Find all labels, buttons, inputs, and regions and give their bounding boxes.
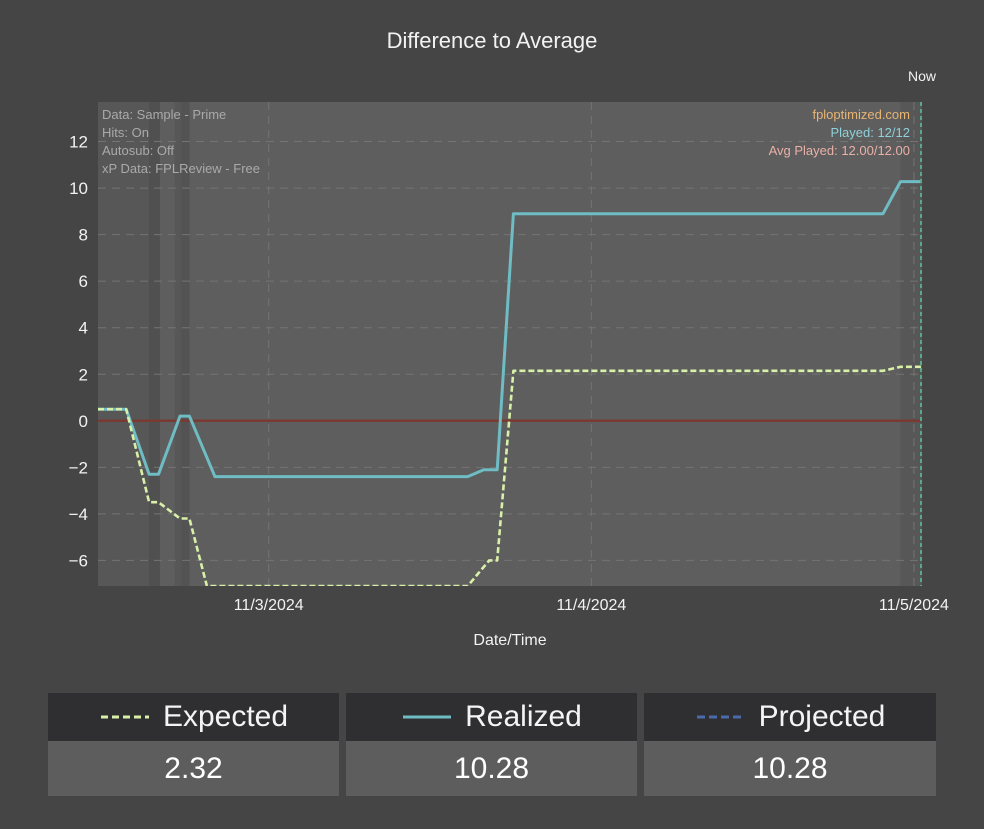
y-tick-label: 12 <box>69 133 88 152</box>
series-lines <box>98 180 922 586</box>
chart-title: Difference to Average <box>386 28 598 53</box>
series-line-expected <box>98 365 922 586</box>
plot-background <box>98 102 922 586</box>
legend-projected-value: 10.28 <box>644 741 936 796</box>
legend-realized-value: 10.28 <box>346 741 637 796</box>
chart-plot: −6 −4 −2 0 2 4 6 8 10 12 11/3/2024 11/4/2024 11/5/2… <box>69 102 949 649</box>
shaded-band <box>900 102 922 586</box>
y-tick-label: 2 <box>79 365 88 384</box>
legend-projected-head: Projected <box>644 693 936 741</box>
x-tick-label: 11/3/2024 <box>234 597 304 614</box>
y-tick-label: 10 <box>69 179 88 198</box>
shaded-band <box>181 102 190 586</box>
legend-realized: Realized 10.28 <box>346 693 637 796</box>
shaded-bands <box>98 102 922 586</box>
y-tick-label: −4 <box>69 505 88 524</box>
x-axis-ticks: 11/3/2024 11/4/2024 11/5/2024 <box>234 597 949 614</box>
legend-realized-label: Realized <box>465 700 582 733</box>
x-tick-label: 11/5/2024 <box>879 597 949 614</box>
y-axis-ticks: −6 −4 −2 0 2 4 6 8 10 12 <box>69 133 88 571</box>
y-tick-label: 6 <box>79 272 88 291</box>
info-avg-played: Avg Played: 12.00/12.00 <box>769 143 910 158</box>
info-xp-data: xP Data: FPLReview - Free <box>102 161 260 176</box>
y-tick-label: −2 <box>69 458 88 477</box>
grid-lines <box>98 102 922 586</box>
dashed-line-icon <box>696 715 745 719</box>
info-hits: Hits: On <box>102 125 149 140</box>
legend-expected-head: Expected <box>48 693 339 741</box>
solid-line-icon <box>403 715 452 719</box>
legend-projected: Projected 10.28 <box>644 693 936 796</box>
y-tick-label: 8 <box>79 226 88 245</box>
legend-realized-head: Realized <box>346 693 637 741</box>
info-autosub: Autosub: Off <box>102 143 174 158</box>
y-tick-label: 4 <box>79 319 88 338</box>
info-data: Data: Sample - Prime <box>102 107 226 122</box>
dashed-line-icon <box>100 715 149 719</box>
legend-projected-label: Projected <box>758 700 886 733</box>
now-label: Now <box>907 68 936 84</box>
info-played: Played: 12/12 <box>830 125 910 140</box>
x-tick-label: 11/4/2024 <box>556 597 626 614</box>
y-tick-label: −6 <box>69 551 88 570</box>
x-axis-label: Date/Time <box>473 632 546 649</box>
info-site: fploptimized.com <box>812 107 910 122</box>
info-left: Data: Sample - Prime Hits: On Autosub: O… <box>102 107 260 176</box>
y-tick-label: 0 <box>79 412 88 431</box>
shaded-band <box>149 102 160 586</box>
legend-expected-label: Expected <box>162 700 289 733</box>
legend-expected: Expected 2.32 <box>48 693 339 796</box>
info-right: fploptimized.com Played: 12/12 Avg Playe… <box>769 107 910 158</box>
series-line-realized <box>98 180 922 479</box>
legend-expected-value: 2.32 <box>48 741 339 796</box>
